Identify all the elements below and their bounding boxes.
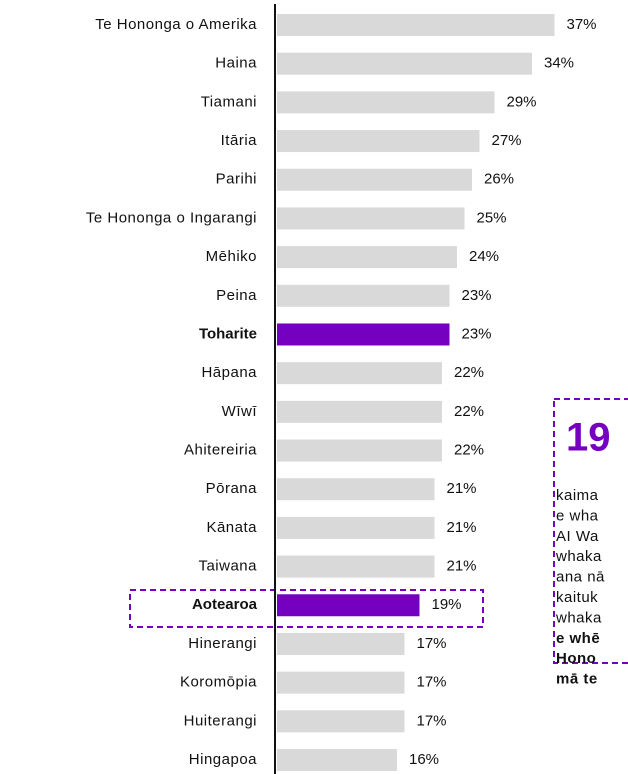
value-label: 22% (454, 403, 484, 420)
bar (277, 168, 472, 191)
bar (277, 362, 442, 385)
category-label: Ahitereiria (184, 441, 257, 458)
bar (277, 130, 480, 153)
value-label: 17% (417, 674, 447, 691)
value-label: 16% (409, 751, 439, 768)
value-label: 21% (447, 480, 477, 497)
category-label: Parihi (216, 171, 257, 188)
value-label: 26% (484, 171, 514, 188)
bar (277, 749, 397, 771)
category-label: Koromōpia (180, 674, 257, 691)
bar (277, 52, 532, 75)
callout-box (553, 398, 628, 664)
category-label: Taiwana (198, 558, 257, 575)
category-label: Hinerangi (188, 635, 257, 652)
bar (277, 516, 435, 539)
value-label: 17% (417, 635, 447, 652)
category-label: Tiamani (201, 93, 257, 110)
value-label: 37% (567, 16, 597, 33)
value-label: 34% (544, 55, 574, 72)
category-label: Kānata (206, 519, 257, 536)
category-label: Huiterangi (184, 712, 257, 729)
value-label: 19% (432, 596, 462, 613)
category-label: Te Hononga o Amerika (95, 16, 257, 33)
bar (277, 246, 457, 269)
category-label: Hāpana (201, 364, 257, 381)
bar (277, 555, 435, 578)
category-label: Aotearoa (192, 596, 258, 613)
callout-line: AI Wa (556, 528, 599, 545)
value-label: 25% (477, 209, 507, 226)
value-label: 22% (454, 364, 484, 381)
bar (277, 284, 450, 307)
bar (277, 594, 420, 617)
value-label: 21% (447, 558, 477, 575)
category-label: Toharite (199, 325, 257, 342)
bar (277, 14, 555, 36)
bar (277, 478, 435, 501)
bar (277, 632, 405, 655)
callout-line: kaituk (556, 589, 598, 606)
callout-line: kaima (556, 487, 599, 504)
bar (277, 91, 495, 114)
category-label: Itāria (221, 132, 258, 149)
callout-line: whaka (555, 548, 602, 565)
category-label: Pōrana (206, 480, 258, 497)
bar (277, 439, 442, 462)
value-label: 22% (454, 441, 484, 458)
bar (277, 710, 405, 733)
highlight-box (129, 589, 484, 628)
value-label: 24% (469, 248, 499, 265)
category-label: Wīwī (222, 403, 258, 420)
category-label: Peina (216, 287, 257, 304)
bar (277, 671, 405, 694)
value-label: 17% (417, 712, 447, 729)
callout-line: e whē (556, 630, 600, 647)
callout-line: Hono (556, 650, 596, 667)
value-label: 23% (462, 287, 492, 304)
bar (277, 207, 465, 230)
category-label: Hingapoa (189, 751, 257, 768)
value-label: 21% (447, 519, 477, 536)
callout-line: e wha (556, 507, 599, 524)
callout-line: mā te (556, 671, 598, 688)
category-label: Mēhiko (206, 248, 257, 265)
bar (277, 400, 442, 423)
category-label: Te Hononga o Ingarangi (86, 209, 257, 226)
value-label: 29% (507, 93, 537, 110)
callout-headline: 19 (566, 416, 611, 460)
callout-line: ana nā (556, 569, 605, 586)
value-label: 27% (492, 132, 522, 149)
bar (277, 323, 450, 346)
callout-line: whaka (555, 609, 602, 626)
category-label: Haina (215, 55, 257, 72)
value-label: 23% (462, 325, 492, 342)
